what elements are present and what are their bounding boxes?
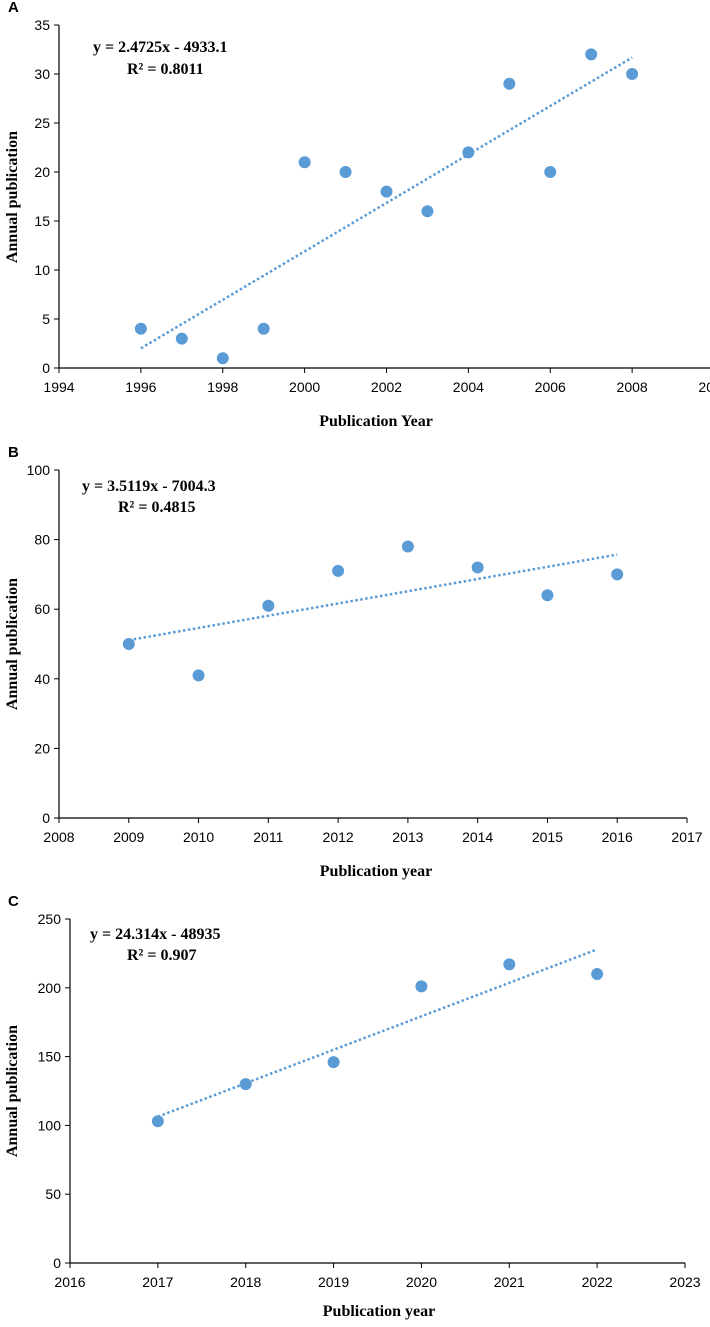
x-tick-label: 2010 [698, 379, 710, 395]
x-tick-label: 2006 [535, 379, 566, 395]
data-point [257, 322, 270, 335]
y-tick-label: 35 [34, 17, 50, 33]
y-axis-title: Annual publication [4, 578, 21, 710]
data-point [339, 166, 352, 178]
y-tick-label: 50 [45, 1186, 61, 1202]
x-tick-label: 2022 [582, 1274, 613, 1290]
x-tick-label: 1996 [125, 379, 156, 395]
x-tick-label: 2016 [602, 829, 633, 845]
y-tick-label: 15 [34, 213, 50, 229]
x-tick-label: 2009 [113, 829, 144, 845]
r-squared-label: R² = 0.4815 [118, 499, 195, 516]
data-point [421, 205, 434, 218]
x-tick-label: 1998 [207, 379, 238, 395]
y-tick-label: 80 [34, 532, 50, 548]
panel-label: A [8, 0, 19, 16]
data-point [175, 332, 188, 345]
x-tick-label: 2013 [392, 829, 423, 845]
y-tick-label: 20 [34, 740, 50, 756]
data-point [544, 166, 557, 178]
x-tick-label: 2016 [54, 1274, 85, 1290]
data-point [122, 638, 135, 650]
x-tick-label: 2019 [318, 1274, 349, 1290]
data-point [626, 68, 639, 80]
y-tick-label: 100 [38, 1117, 62, 1133]
y-tick-label: 250 [38, 911, 62, 927]
trendline-equation: y = 2.4725x - 4933.1 [93, 39, 227, 56]
y-tick-label: 0 [42, 810, 50, 826]
data-point [541, 589, 554, 602]
x-tick-label: 2002 [371, 379, 402, 395]
x-tick-label: 2012 [323, 829, 354, 845]
data-point [262, 599, 275, 612]
data-point [585, 48, 598, 61]
y-tick-label: 100 [27, 462, 51, 478]
data-point [401, 540, 414, 553]
y-tick-label: 10 [34, 262, 50, 278]
x-tick-label: 2017 [671, 829, 702, 845]
trendline-equation: y = 3.5119x - 7004.3 [82, 478, 216, 495]
data-point [332, 564, 345, 577]
data-point [611, 568, 624, 581]
y-axis-title: Annual publication [4, 1025, 21, 1157]
data-point [239, 1078, 252, 1091]
x-tick-label: 2020 [406, 1274, 437, 1290]
y-tick-label: 60 [34, 601, 50, 617]
panel-label: C [8, 893, 19, 910]
y-tick-label: 0 [42, 360, 50, 376]
x-tick-label: 2023 [669, 1274, 700, 1290]
y-tick-label: 25 [34, 115, 50, 131]
x-tick-label: 2010 [183, 829, 214, 845]
x-tick-label: 2008 [617, 379, 648, 395]
chart-panel-c: C 0 50 100 150 200 250 2016 2017 2018 2019 2020 2021… [4, 893, 701, 1320]
x-tick-label: 2014 [462, 829, 493, 845]
y-tick-label: 5 [42, 311, 50, 327]
data-point [134, 322, 147, 335]
panel-label: B [8, 444, 19, 461]
data-point [471, 561, 484, 574]
x-axis-title: Publication Year [319, 413, 433, 430]
trendline [140, 56, 633, 350]
y-tick-label: 0 [53, 1255, 61, 1271]
x-axis-title: Publication year [323, 1303, 435, 1320]
x-tick-label: 2011 [253, 829, 283, 845]
r-squared-label: R² = 0.8011 [127, 61, 204, 78]
x-axis-title: Publication year [320, 863, 432, 880]
y-tick-label: 200 [38, 980, 62, 996]
trendline-equation: y = 24.314x - 48935 [90, 926, 220, 943]
x-tick-label: 2018 [230, 1274, 261, 1290]
x-tick-label: 2017 [142, 1274, 173, 1290]
x-tick-label: 1994 [43, 379, 74, 395]
data-point [192, 669, 205, 682]
data-point [327, 1056, 340, 1069]
data-point [415, 980, 428, 993]
data-point [591, 968, 604, 981]
x-tick-label: 2004 [453, 379, 484, 395]
r-squared-label: R² = 0.907 [127, 947, 196, 964]
y-tick-label: 150 [38, 1049, 62, 1065]
x-tick-label: 2015 [532, 829, 563, 845]
data-point [462, 146, 475, 159]
data-point [380, 185, 393, 198]
chart-panel-a: A 0 5 10 15 20 25 30 35 1994 1996 1998 2000 2002 2004 2… [4, 0, 710, 430]
data-point [298, 156, 311, 169]
data-point [503, 77, 516, 90]
y-tick-label: 40 [34, 671, 50, 687]
data-point [503, 958, 516, 971]
trendline [157, 948, 598, 1118]
y-tick-label: 20 [34, 164, 50, 180]
y-tick-label: 30 [34, 66, 50, 82]
x-tick-label: 2008 [43, 829, 74, 845]
x-tick-label: 2021 [494, 1274, 525, 1290]
x-tick-label: 2000 [289, 379, 320, 395]
y-axis-title: Annual publication [4, 131, 21, 263]
data-point [151, 1115, 164, 1128]
data-point [216, 352, 229, 365]
chart-panel-b: B 0 20 40 60 80 100 2008 2009 2010 2011 2012 2013 201… [4, 444, 703, 880]
